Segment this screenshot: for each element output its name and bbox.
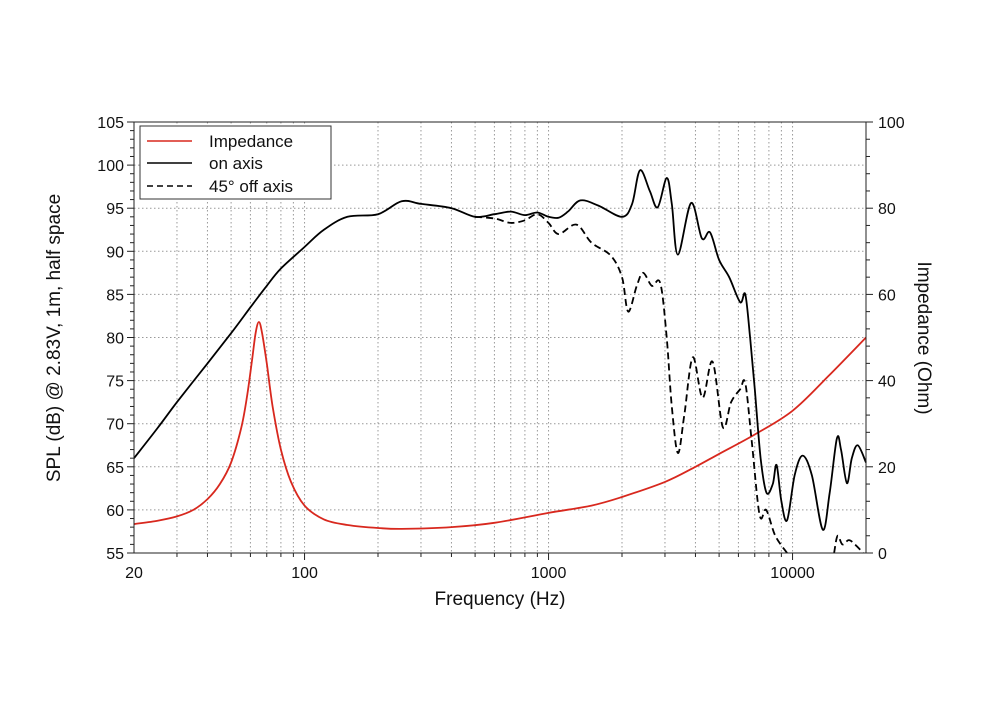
y-tick-label: 60 [106,503,124,520]
y2-tick-label: 60 [878,287,896,304]
series-line-impedance [133,321,867,530]
legend: Impedance on axis 45° off axis [139,125,332,200]
y-tick-label: 55 [106,546,124,563]
y-axis-label: SPL (dB) @ 2.83V, 1m, half space [44,194,65,482]
y2-tick-label: 0 [878,546,887,563]
y-tick-label: 80 [106,331,124,348]
y-tick-label: 65 [106,460,124,477]
x-tick-label: 10000 [770,565,815,582]
y-tick-label: 85 [106,287,124,304]
x-tick-label: 20 [125,565,143,582]
ticks: 55 60 65 70 75 80 85 90 95 100 105 0 20 40 60 80 100 20 10… [97,115,905,582]
x-axis-label: Frequency (Hz) [435,589,566,610]
legend-label-off-axis: 45° off axis [209,177,293,196]
y-tick-label: 70 [106,417,124,434]
curves [133,169,867,554]
series-line-off-axis [475,213,864,554]
x-tick-label: 1000 [531,565,567,582]
x-tick-label: 100 [291,565,318,582]
y2-axis-label: Impedance (Ohm) [913,261,934,414]
legend-label-impedance: Impedance [209,132,293,151]
y2-tick-label: 40 [878,374,896,391]
y-tick-label: 95 [106,201,124,218]
y-tick-label: 90 [106,244,124,261]
y-tick-label: 105 [97,115,124,132]
legend-label-on-axis: on axis [209,154,263,173]
y2-tick-label: 100 [878,115,905,132]
y2-tick-label: 80 [878,201,896,218]
y-tick-label: 75 [106,374,124,391]
y-tick-label: 100 [97,158,124,175]
series-line-on-axis [133,169,867,531]
y2-tick-label: 20 [878,460,896,477]
